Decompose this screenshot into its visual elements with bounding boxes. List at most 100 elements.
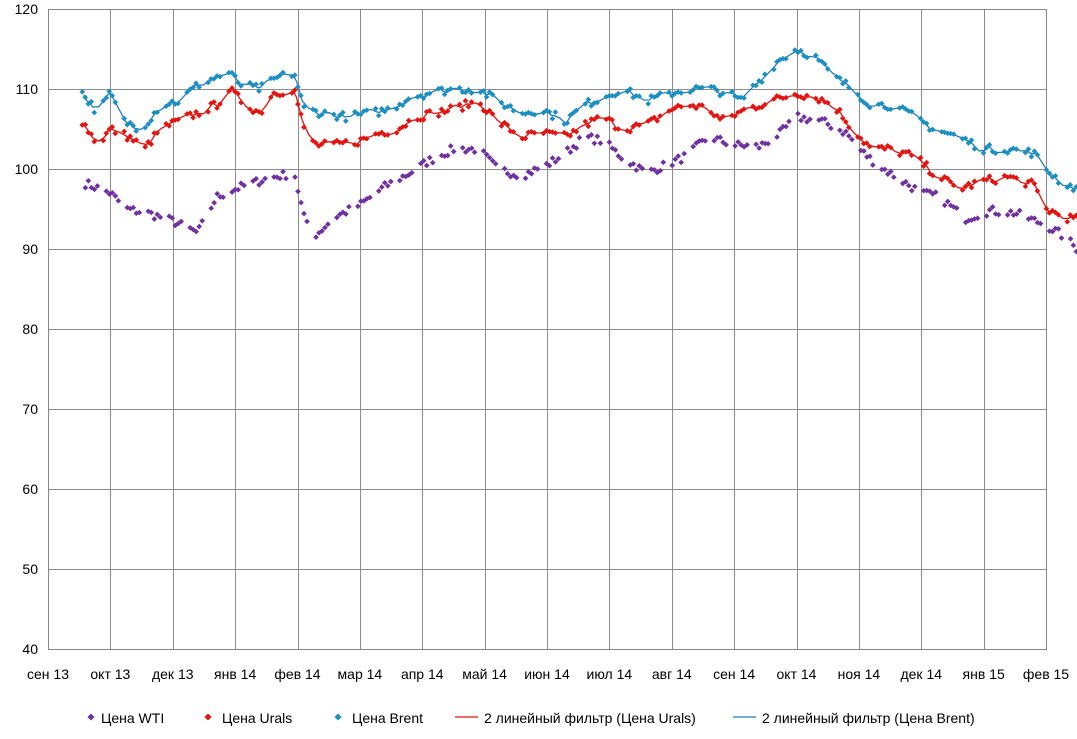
data-point-brent: [336, 112, 343, 119]
data-point-brent: [1034, 151, 1041, 158]
data-point-urals: [214, 105, 220, 111]
data-point-brent: [594, 99, 601, 106]
data-point-urals: [384, 132, 391, 138]
data-point-urals: [657, 113, 663, 119]
data-point-wti: [552, 159, 559, 165]
data-point-wti: [908, 187, 915, 194]
data-point-brent: [549, 115, 556, 122]
data-point-wti: [567, 149, 574, 156]
data-point-brent: [884, 106, 891, 113]
data-point-wti: [780, 123, 786, 130]
data-point-urals: [268, 94, 274, 101]
data-point-brent: [854, 91, 861, 98]
data-point-urals: [456, 101, 463, 108]
data-point-brent: [456, 84, 463, 91]
data-point-brent: [357, 111, 364, 118]
data-point-urals: [103, 130, 110, 137]
data-point-urals: [402, 123, 409, 130]
data-point-brent: [842, 78, 849, 84]
data-point-wti: [85, 177, 92, 184]
data-point-wti: [343, 211, 349, 217]
data-point-wti: [378, 184, 385, 190]
x-tick-label: фев 14: [274, 666, 320, 682]
data-point-wti: [594, 133, 601, 140]
data-point-wti: [702, 138, 709, 144]
data-point-urals: [627, 129, 634, 135]
data-point-brent: [699, 84, 705, 91]
data-point-brent: [100, 97, 107, 104]
data-point-brent: [657, 90, 663, 96]
data-point-brent: [1055, 180, 1062, 187]
data-point-wti: [669, 162, 676, 169]
data-point-brent: [962, 135, 969, 142]
legend-label-brent-filter: 2 линейный фильтр (Цена Brent): [762, 710, 975, 726]
data-point-urals: [986, 173, 993, 179]
data-point-wti: [783, 123, 789, 130]
data-point-wti: [549, 155, 556, 161]
data-point-urals: [908, 152, 915, 159]
data-point-urals: [812, 95, 819, 102]
data-point-wti: [528, 170, 535, 177]
data-point-brent: [342, 118, 349, 124]
data-point-wti: [322, 224, 328, 231]
data-point-wti: [905, 182, 912, 189]
data-point-brent: [804, 54, 810, 61]
data-point-brent: [1025, 146, 1032, 152]
data-point-wti: [423, 162, 430, 169]
data-point-wti: [295, 188, 301, 195]
data-point-wti: [109, 189, 116, 196]
data-point-brent: [735, 94, 741, 101]
data-point-wti: [546, 162, 553, 169]
data-point-brent: [669, 93, 675, 99]
data-point-wti: [657, 167, 664, 174]
data-point-urals: [1013, 175, 1020, 181]
data-point-urals: [121, 128, 128, 135]
data-point-brent: [780, 55, 786, 62]
data-point-wti: [450, 148, 457, 155]
data-point-brent: [654, 92, 661, 99]
data-point-wti: [115, 197, 122, 204]
data-point-wti: [447, 143, 454, 149]
data-point-brent: [929, 126, 936, 133]
data-point-urals: [594, 113, 601, 120]
data-point-urals: [1022, 183, 1029, 190]
data-point-wti: [926, 188, 933, 195]
data-point-brent: [965, 140, 972, 146]
data-point-wti: [1070, 242, 1077, 249]
data-point-brent: [205, 79, 211, 86]
data-point-brent: [839, 80, 846, 87]
data-point-brent: [211, 76, 217, 82]
data-point-brent: [384, 105, 391, 111]
data-point-wti: [869, 162, 876, 168]
data-point-brent: [483, 94, 490, 100]
data-point-brent: [208, 76, 214, 82]
data-point-urals: [992, 180, 999, 187]
data-point-urals: [151, 130, 158, 136]
data-point-wti: [346, 203, 352, 210]
data-point-wti: [91, 186, 98, 193]
data-point-urals: [938, 176, 945, 183]
data-point-wti: [807, 116, 813, 123]
data-point-brent: [783, 55, 789, 62]
data-point-brent: [759, 79, 765, 86]
data-point-brent: [229, 69, 235, 76]
x-tick-label: мар 14: [338, 666, 383, 682]
data-point-wti: [196, 223, 203, 230]
x-tick-label: май 14: [462, 666, 507, 682]
data-point-urals: [112, 130, 119, 137]
data-point-urals: [531, 129, 538, 136]
y-tick-label: 60: [22, 481, 38, 497]
data-point-urals: [289, 90, 295, 96]
data-point-brent: [824, 66, 831, 72]
data-point-wti: [717, 134, 724, 141]
data-point-brent: [190, 84, 196, 91]
data-point-urals: [187, 110, 193, 116]
data-point-urals: [818, 95, 825, 102]
data-markers: [79, 47, 1077, 257]
data-point-brent: [950, 131, 957, 137]
data-point-brent: [588, 103, 595, 109]
data-point-wti: [753, 141, 759, 148]
data-point-brent: [277, 72, 283, 79]
data-point-brent: [79, 88, 86, 95]
data-point-brent: [917, 115, 924, 122]
